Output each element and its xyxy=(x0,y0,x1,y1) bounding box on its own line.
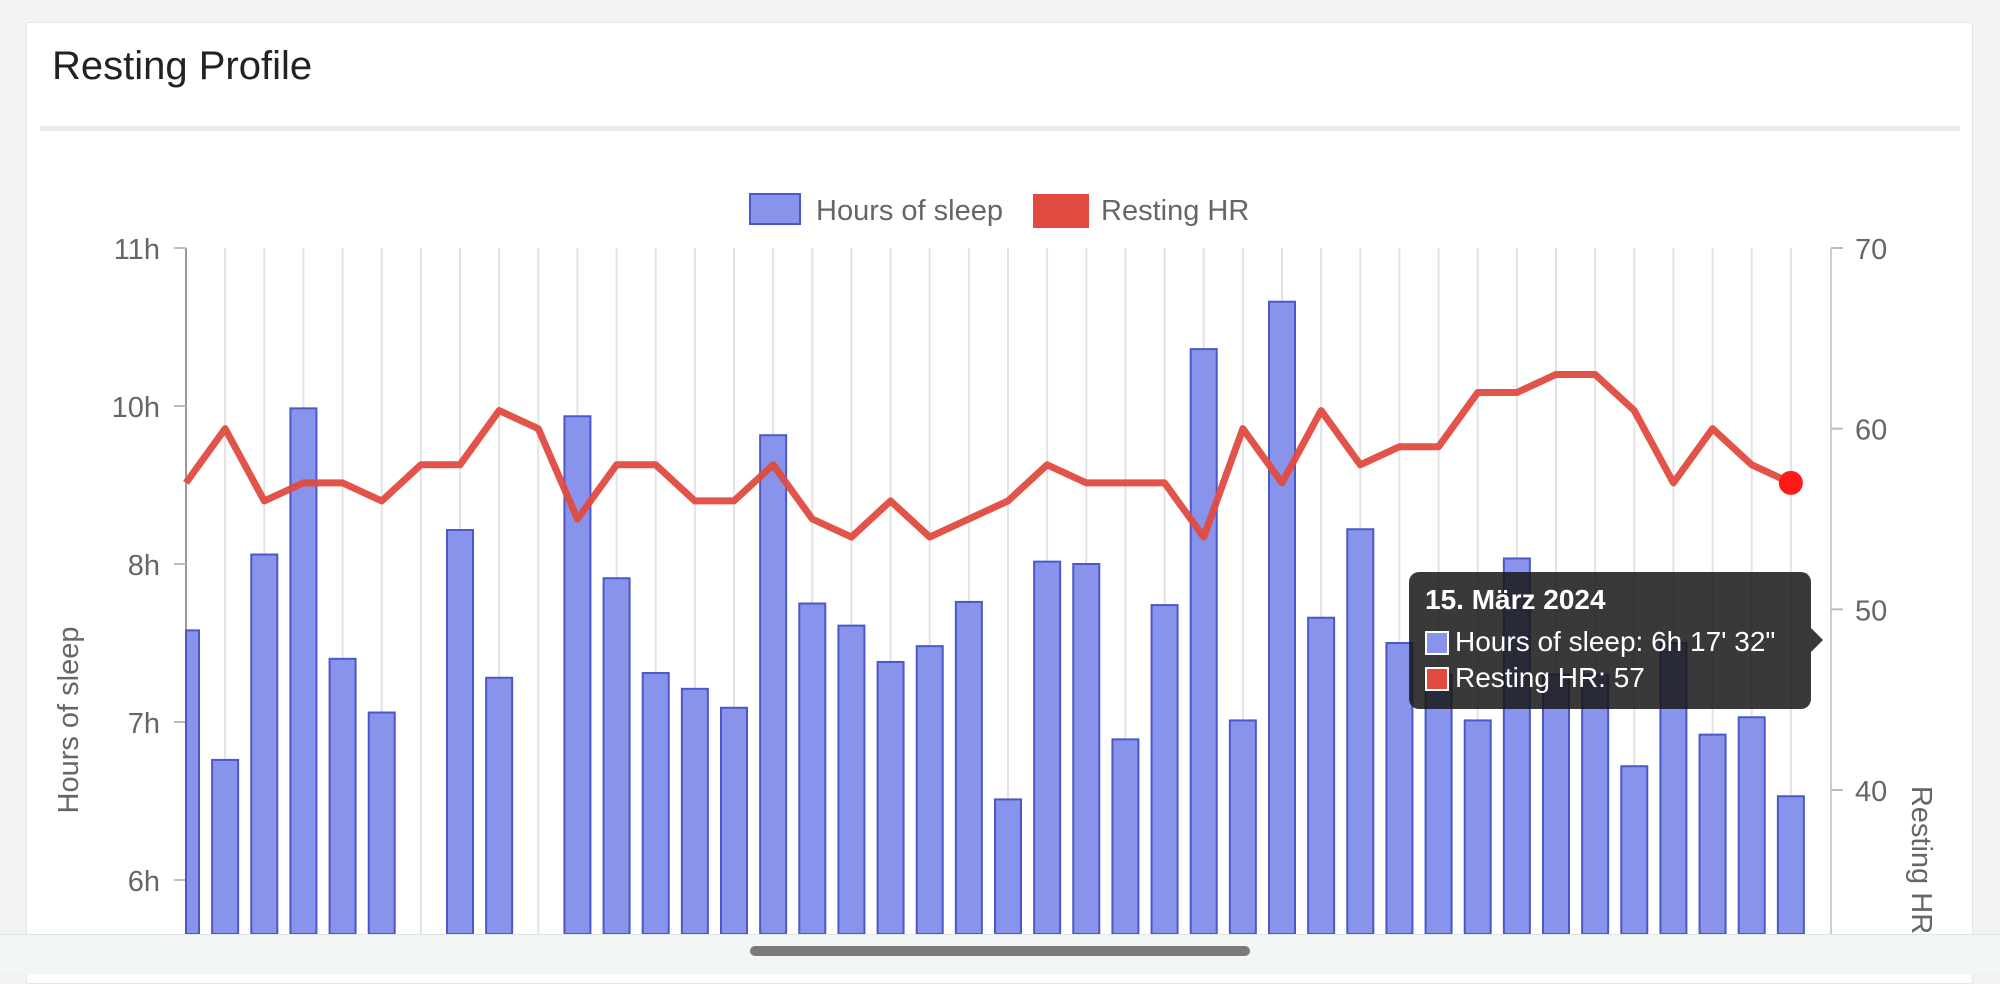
left-axis-title: Hours of sleep xyxy=(53,627,85,814)
legend-label-sleep: Hours of sleep xyxy=(816,195,1003,227)
sleep-bar[interactable] xyxy=(1189,348,1218,935)
sleep-bar[interactable] xyxy=(1033,560,1062,935)
tooltip-row-hr: Resting HR: 57 xyxy=(1425,662,1645,694)
tooltip-swatch-sleep xyxy=(1425,631,1449,655)
sleep-bar[interactable] xyxy=(250,553,279,936)
sleep-bar[interactable] xyxy=(1776,795,1805,936)
sleep-bar[interactable] xyxy=(994,798,1022,935)
left-tick-label: 8h xyxy=(128,550,160,582)
resting-hr-point-active[interactable] xyxy=(1778,470,1803,495)
sleep-bar[interactable] xyxy=(1737,716,1766,936)
sleep-bar[interactable] xyxy=(1072,563,1101,935)
legend-swatch-sleep[interactable] xyxy=(749,193,801,225)
right-tick-label: 50 xyxy=(1855,595,1887,627)
sleep-bar[interactable] xyxy=(1307,616,1336,935)
sleep-bar[interactable] xyxy=(876,660,905,936)
left-tick-label: 6h xyxy=(128,866,160,898)
sleep-bar[interactable] xyxy=(1581,673,1610,935)
sleep-bar[interactable] xyxy=(1150,604,1179,936)
tooltip-text-hr: Resting HR: 57 xyxy=(1455,662,1645,693)
sleep-bar[interactable] xyxy=(1346,528,1375,935)
sleep-bar[interactable] xyxy=(602,577,631,935)
sleep-bar[interactable] xyxy=(759,434,788,935)
sleep-bar[interactable] xyxy=(1620,765,1649,935)
sleep-bar[interactable] xyxy=(1424,673,1453,935)
chart-tooltip: 15. März 2024 Hours of sleep: 6h 17' 32"… xyxy=(1409,572,1823,709)
tooltip-text-sleep: Hours of sleep: 6h 17' 32" xyxy=(1455,626,1776,657)
sleep-bar[interactable] xyxy=(1463,719,1492,935)
tooltip-swatch-hr xyxy=(1425,667,1449,691)
legend-swatch-hr[interactable] xyxy=(1033,194,1089,228)
right-tick-label: 60 xyxy=(1855,415,1887,447)
right-axis-title: Resting HR xyxy=(1905,786,1937,934)
card-title: Resting Profile xyxy=(52,44,313,88)
title-divider xyxy=(40,126,1960,131)
sleep-bar[interactable] xyxy=(954,600,983,935)
sleep-bar[interactable] xyxy=(1542,673,1570,935)
sleep-bar[interactable] xyxy=(1228,719,1257,935)
sleep-bar[interactable] xyxy=(1268,300,1296,936)
home-gesture-handle[interactable] xyxy=(750,946,1250,956)
sleep-bar[interactable] xyxy=(915,645,944,935)
sleep-bar[interactable] xyxy=(1111,738,1140,935)
sleep-bar[interactable] xyxy=(837,624,866,935)
sleep-bar[interactable] xyxy=(720,706,748,936)
sleep-bar[interactable] xyxy=(1698,733,1727,936)
right-tick-label: 40 xyxy=(1855,776,1887,808)
left-tick-label: 11h xyxy=(114,234,160,266)
sleep-bar[interactable] xyxy=(328,657,357,935)
left-tick-label: 7h xyxy=(128,708,160,740)
sleep-bar[interactable] xyxy=(446,529,474,936)
tooltip-title: 15. März 2024 xyxy=(1425,584,1606,615)
sleep-bar[interactable] xyxy=(641,672,670,936)
tooltip-row-sleep: Hours of sleep: 6h 17' 32" xyxy=(1425,626,1775,658)
sleep-bar[interactable] xyxy=(211,758,240,935)
sleep-bar[interactable] xyxy=(798,602,827,935)
legend-label-hr: Resting HR xyxy=(1101,195,1249,227)
sleep-bar[interactable] xyxy=(367,711,396,936)
system-navigation-bar xyxy=(0,934,2000,974)
left-tick-label: 10h xyxy=(112,392,160,424)
sleep-bar[interactable] xyxy=(485,676,514,935)
resting-hr-line[interactable] xyxy=(183,370,1793,541)
sleep-bar[interactable] xyxy=(680,687,709,935)
sleep-bar[interactable] xyxy=(185,629,200,935)
right-tick-label: 70 xyxy=(1855,234,1887,266)
